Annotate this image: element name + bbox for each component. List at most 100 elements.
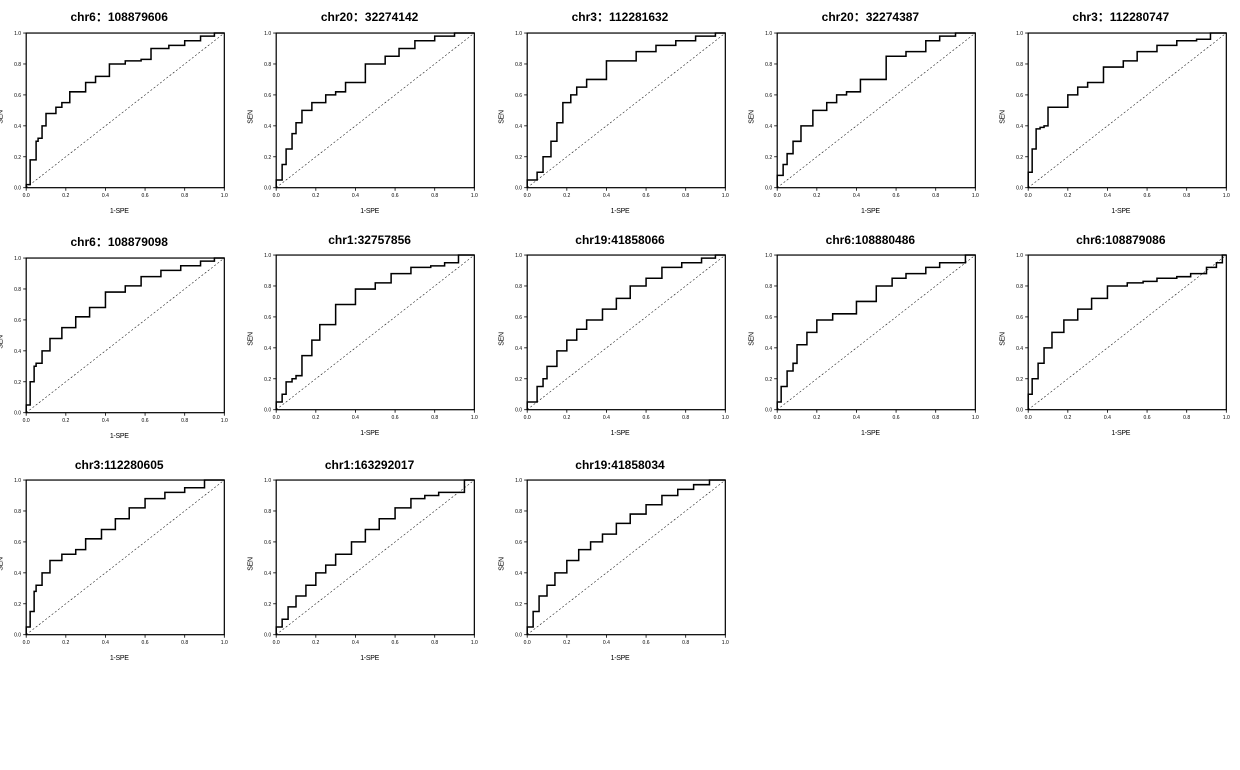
roc-plot: 0.00.20.40.60.81.00.00.20.40.60.81.0 xyxy=(759,251,981,428)
svg-text:1.0: 1.0 xyxy=(1016,253,1023,259)
svg-text:1.0: 1.0 xyxy=(765,253,772,259)
plot-wrap: SEN0.00.20.40.60.81.00.00.20.40.60.81.0 xyxy=(509,476,731,653)
svg-text:0.4: 0.4 xyxy=(265,124,272,130)
svg-text:0.6: 0.6 xyxy=(1016,93,1023,99)
svg-text:0.0: 0.0 xyxy=(265,633,272,639)
svg-text:0.8: 0.8 xyxy=(14,287,21,293)
svg-text:1.0: 1.0 xyxy=(265,478,272,484)
roc-panel: chr19:41858034SEN0.00.20.40.60.81.00.00.… xyxy=(509,458,731,662)
panel-title: chr6:108880486 xyxy=(826,233,915,247)
panel-title: chr3：112280747 xyxy=(1072,8,1169,25)
svg-text:0.8: 0.8 xyxy=(14,62,21,68)
svg-text:1.0: 1.0 xyxy=(14,478,21,484)
svg-text:0.2: 0.2 xyxy=(1016,377,1023,383)
plot-wrap: SEN0.00.20.40.60.81.00.00.20.40.60.81.0 xyxy=(8,476,230,653)
y-axis-label: SEN xyxy=(999,333,1006,347)
svg-text:0.8: 0.8 xyxy=(181,193,188,199)
x-axis-label: 1-SPE xyxy=(360,430,379,437)
panel-title: chr1:32757856 xyxy=(328,233,411,247)
svg-text:0.0: 0.0 xyxy=(1016,408,1023,414)
svg-text:0.0: 0.0 xyxy=(273,415,280,421)
svg-text:0.0: 0.0 xyxy=(515,186,522,192)
y-axis-label: SEN xyxy=(748,333,755,347)
x-axis-label: 1-SPE xyxy=(360,208,379,215)
svg-text:0.0: 0.0 xyxy=(14,411,21,417)
svg-text:0.4: 0.4 xyxy=(603,640,610,646)
svg-text:0.0: 0.0 xyxy=(14,633,21,639)
svg-text:0.2: 0.2 xyxy=(1064,415,1071,421)
svg-text:0.8: 0.8 xyxy=(515,509,522,515)
roc-plot: 0.00.20.40.60.81.00.00.20.40.60.81.0 xyxy=(509,29,731,206)
svg-text:0.0: 0.0 xyxy=(273,640,280,646)
svg-text:0.8: 0.8 xyxy=(265,509,272,515)
svg-text:1.0: 1.0 xyxy=(722,640,729,646)
x-axis-label: 1-SPE xyxy=(611,655,630,662)
svg-text:0.4: 0.4 xyxy=(765,124,772,130)
svg-text:1.0: 1.0 xyxy=(14,31,21,37)
roc-plot: 0.00.20.40.60.81.00.00.20.40.60.81.0 xyxy=(258,251,480,428)
svg-text:0.2: 0.2 xyxy=(813,415,820,421)
panel-title: chr3：112281632 xyxy=(572,8,669,25)
svg-text:0.4: 0.4 xyxy=(102,193,109,199)
svg-text:0.8: 0.8 xyxy=(765,62,772,68)
svg-text:0.6: 0.6 xyxy=(142,193,149,199)
y-axis-label: SEN xyxy=(248,111,255,125)
panel-title: chr1:163292017 xyxy=(325,458,414,472)
svg-text:0.4: 0.4 xyxy=(603,193,610,199)
svg-text:0.4: 0.4 xyxy=(1104,415,1111,421)
svg-text:0.2: 0.2 xyxy=(515,155,522,161)
svg-text:0.2: 0.2 xyxy=(1064,193,1071,199)
y-axis-label: SEN xyxy=(0,336,4,350)
svg-text:0.2: 0.2 xyxy=(14,602,21,608)
svg-text:0.2: 0.2 xyxy=(265,155,272,161)
svg-text:0.8: 0.8 xyxy=(1183,193,1190,199)
svg-text:0.4: 0.4 xyxy=(515,346,522,352)
plot-wrap: SEN0.00.20.40.60.81.00.00.20.40.60.81.0 xyxy=(759,251,981,428)
svg-text:0.8: 0.8 xyxy=(682,640,689,646)
roc-plot: 0.00.20.40.60.81.00.00.20.40.60.81.0 xyxy=(258,476,480,653)
svg-text:0.6: 0.6 xyxy=(765,93,772,99)
plot-wrap: SEN0.00.20.40.60.81.00.00.20.40.60.81.0 xyxy=(759,29,981,206)
svg-text:0.6: 0.6 xyxy=(14,318,21,324)
y-axis-label: SEN xyxy=(248,333,255,347)
svg-text:0.4: 0.4 xyxy=(265,571,272,577)
roc-plot: 0.00.20.40.60.81.00.00.20.40.60.81.0 xyxy=(509,251,731,428)
y-axis-label: SEN xyxy=(248,558,255,572)
plot-wrap: SEN0.00.20.40.60.81.00.00.20.40.60.81.0 xyxy=(1010,29,1232,206)
svg-text:0.0: 0.0 xyxy=(774,193,781,199)
roc-panel: chr20：32274142SEN0.00.20.40.60.81.00.00.… xyxy=(258,8,480,215)
svg-text:0.8: 0.8 xyxy=(515,284,522,290)
svg-text:0.6: 0.6 xyxy=(265,540,272,546)
svg-text:1.0: 1.0 xyxy=(221,640,228,646)
svg-text:0.4: 0.4 xyxy=(102,418,109,424)
svg-text:0.2: 0.2 xyxy=(14,380,21,386)
svg-text:0.4: 0.4 xyxy=(1104,193,1111,199)
svg-text:0.8: 0.8 xyxy=(1183,415,1190,421)
svg-text:0.6: 0.6 xyxy=(1143,193,1150,199)
svg-text:0.4: 0.4 xyxy=(1016,124,1023,130)
svg-text:0.8: 0.8 xyxy=(14,509,21,515)
svg-text:0.8: 0.8 xyxy=(1016,284,1023,290)
roc-plot: 0.00.20.40.60.81.00.00.20.40.60.81.0 xyxy=(509,476,731,653)
svg-text:0.4: 0.4 xyxy=(352,193,359,199)
x-axis-label: 1-SPE xyxy=(861,208,880,215)
svg-text:0.2: 0.2 xyxy=(765,155,772,161)
svg-text:0.2: 0.2 xyxy=(563,415,570,421)
svg-text:1.0: 1.0 xyxy=(1016,31,1023,37)
x-axis-label: 1-SPE xyxy=(110,655,129,662)
svg-text:0.2: 0.2 xyxy=(515,377,522,383)
svg-text:0.0: 0.0 xyxy=(23,640,30,646)
svg-text:0.0: 0.0 xyxy=(1024,415,1031,421)
svg-text:0.2: 0.2 xyxy=(313,640,320,646)
svg-text:0.0: 0.0 xyxy=(265,186,272,192)
svg-text:0.6: 0.6 xyxy=(392,640,399,646)
panel-title: chr6：108879098 xyxy=(70,233,167,250)
svg-text:0.4: 0.4 xyxy=(352,415,359,421)
svg-text:0.6: 0.6 xyxy=(392,415,399,421)
svg-text:0.2: 0.2 xyxy=(313,415,320,421)
svg-text:0.6: 0.6 xyxy=(642,640,649,646)
svg-text:0.0: 0.0 xyxy=(273,193,280,199)
svg-text:0.2: 0.2 xyxy=(563,193,570,199)
svg-text:0.8: 0.8 xyxy=(682,193,689,199)
svg-text:0.0: 0.0 xyxy=(523,415,530,421)
